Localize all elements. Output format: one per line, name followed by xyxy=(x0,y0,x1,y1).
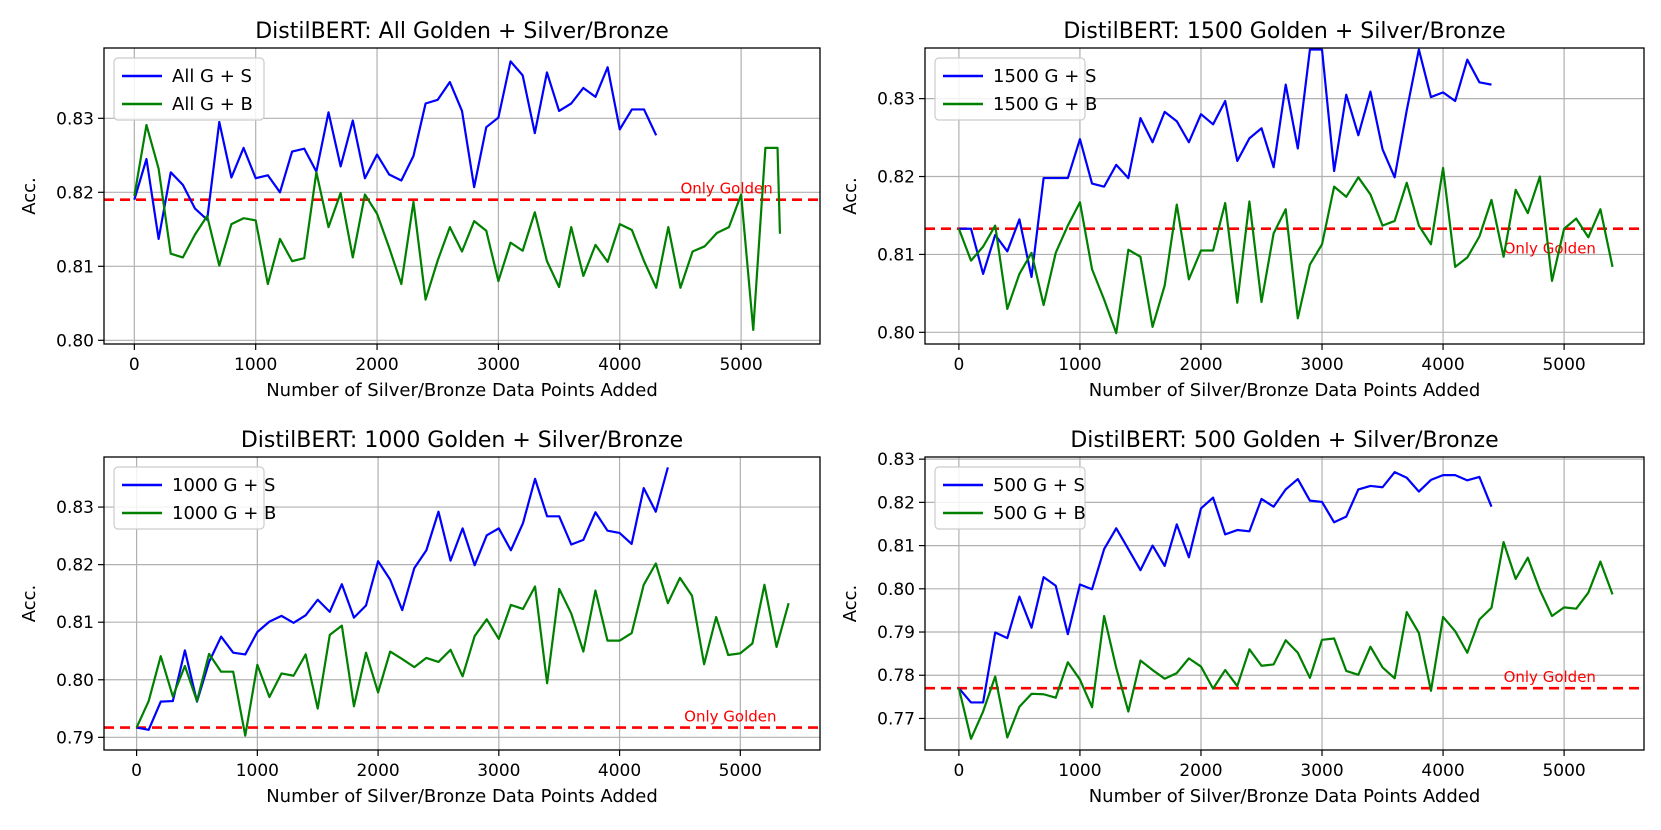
x-tick-label: 3000 xyxy=(477,355,520,375)
series-line-bronze xyxy=(133,123,782,332)
chart-title: DistilBERT: 1500 Golden + Silver/Bronze xyxy=(1063,19,1505,44)
y-tick-label: 0.80 xyxy=(56,671,94,691)
y-axis-label: Acc. xyxy=(840,585,861,623)
legend-entry: 1000 G + B xyxy=(172,503,276,524)
series-line-bronze xyxy=(957,541,1614,740)
y-tick-label: 0.79 xyxy=(877,623,915,643)
y-tick-label: 0.77 xyxy=(877,709,915,729)
legend: 1000 G + S 1000 G + B xyxy=(113,466,276,530)
only-golden-label: Only Golden xyxy=(680,180,772,198)
x-tick-label: 2000 xyxy=(1179,761,1222,781)
subplot-3: Only Golden 0 1000 2000 3000 4000 5000 0.79 0.80… xyxy=(19,428,821,807)
x-tick-label: 4000 xyxy=(1421,355,1464,375)
x-axis-label: Number of Silver/Bronze Data Points Adde… xyxy=(1089,380,1481,401)
axes-frame xyxy=(103,456,821,751)
y-axis-label: Acc. xyxy=(19,585,40,623)
y-tick-label: 0.79 xyxy=(56,728,94,748)
legend: 500 G + S 500 G + B xyxy=(934,466,1086,530)
y-tick-label: 0.82 xyxy=(56,183,94,203)
x-axis-label: Number of Silver/Bronze Data Points Adde… xyxy=(1089,786,1481,807)
x-tick-label: 0 xyxy=(953,761,964,781)
y-tick-label: 0.81 xyxy=(877,245,915,265)
x-tick-label: 1000 xyxy=(1058,761,1101,781)
legend: All G + S All G + B xyxy=(113,57,265,121)
y-tick-label: 0.83 xyxy=(877,450,915,470)
y-axis-label: Acc. xyxy=(19,177,40,215)
series-line-bronze xyxy=(135,562,790,737)
y-tick-label: 0.81 xyxy=(56,257,94,277)
y-tick-label: 0.78 xyxy=(877,666,915,686)
y-tick-label: 0.82 xyxy=(56,556,94,576)
chart-title: DistilBERT: 500 Golden + Silver/Bronze xyxy=(1070,428,1498,453)
axes-frame xyxy=(924,47,1645,345)
x-tick-label: 1000 xyxy=(234,355,277,375)
x-tick-label: 5000 xyxy=(719,761,762,781)
y-tick-label: 0.80 xyxy=(877,580,915,600)
chart-title: DistilBERT: All Golden + Silver/Bronze xyxy=(255,19,669,44)
y-tick-label: 0.80 xyxy=(877,323,915,343)
axes-frame xyxy=(103,47,821,345)
only-golden-label: Only Golden xyxy=(684,708,776,726)
legend-entry: 1500 G + B xyxy=(993,94,1097,115)
x-tick-label: 4000 xyxy=(598,355,641,375)
x-tick-label: 5000 xyxy=(1542,761,1585,781)
x-tick-label: 5000 xyxy=(1542,355,1585,375)
x-axis-label: Number of Silver/Bronze Data Points Adde… xyxy=(266,380,658,401)
y-tick-label: 0.82 xyxy=(877,168,915,188)
series-line-silver xyxy=(136,467,669,731)
legend-entry: All G + S xyxy=(172,66,252,87)
y-tick-label: 0.83 xyxy=(56,109,94,129)
x-tick-label: 4000 xyxy=(1421,761,1464,781)
x-tick-label: 3000 xyxy=(477,761,520,781)
x-tick-label: 2000 xyxy=(355,355,398,375)
y-tick-label: 0.83 xyxy=(877,90,915,110)
subplot-4: Only Golden 0 1000 2000 3000 4000 5000 0.77 0.78… xyxy=(840,428,1645,807)
legend-entry: 500 G + B xyxy=(993,503,1086,524)
y-tick-label: 0.81 xyxy=(877,537,915,557)
y-axis-label: Acc. xyxy=(840,177,861,215)
x-tick-label: 0 xyxy=(129,355,140,375)
x-tick-label: 3000 xyxy=(1300,355,1343,375)
series-line-silver xyxy=(958,471,1493,704)
subplot-2: Only Golden 0 1000 2000 3000 4000 5000 0.80 0.81… xyxy=(840,19,1645,401)
x-tick-label: 5000 xyxy=(719,355,762,375)
only-golden-label: Only Golden xyxy=(1504,668,1596,686)
chart-title: DistilBERT: 1000 Golden + Silver/Bronze xyxy=(241,428,683,453)
legend-entry: All G + B xyxy=(172,94,253,115)
x-tick-label: 0 xyxy=(131,761,142,781)
only-golden-label: Only Golden xyxy=(1504,240,1596,258)
legend: 1500 G + S 1500 G + B xyxy=(934,57,1097,121)
x-tick-label: 3000 xyxy=(1300,761,1343,781)
legend-entry: 500 G + S xyxy=(993,475,1085,496)
series-line-silver xyxy=(958,48,1492,279)
x-tick-label: 1000 xyxy=(1058,355,1101,375)
y-tick-label: 0.82 xyxy=(877,493,915,513)
series-line-bronze xyxy=(957,166,1614,335)
subplot-1: Only Golden 0 1000 2000 3000 4000 5000 0.80 0.81… xyxy=(19,19,821,401)
x-axis-label: Number of Silver/Bronze Data Points Adde… xyxy=(266,786,658,807)
x-tick-label: 2000 xyxy=(1179,355,1222,375)
x-tick-label: 2000 xyxy=(356,761,399,781)
x-tick-label: 1000 xyxy=(236,761,279,781)
y-tick-label: 0.81 xyxy=(56,613,94,633)
y-tick-label: 0.80 xyxy=(56,331,94,351)
legend-entry: 1000 G + S xyxy=(172,475,275,496)
x-tick-label: 4000 xyxy=(598,761,641,781)
x-tick-label: 0 xyxy=(953,355,964,375)
series-line-silver xyxy=(133,60,658,241)
legend-entry: 1500 G + S xyxy=(993,66,1096,87)
axes-frame xyxy=(924,456,1645,751)
y-tick-label: 0.83 xyxy=(56,498,94,518)
